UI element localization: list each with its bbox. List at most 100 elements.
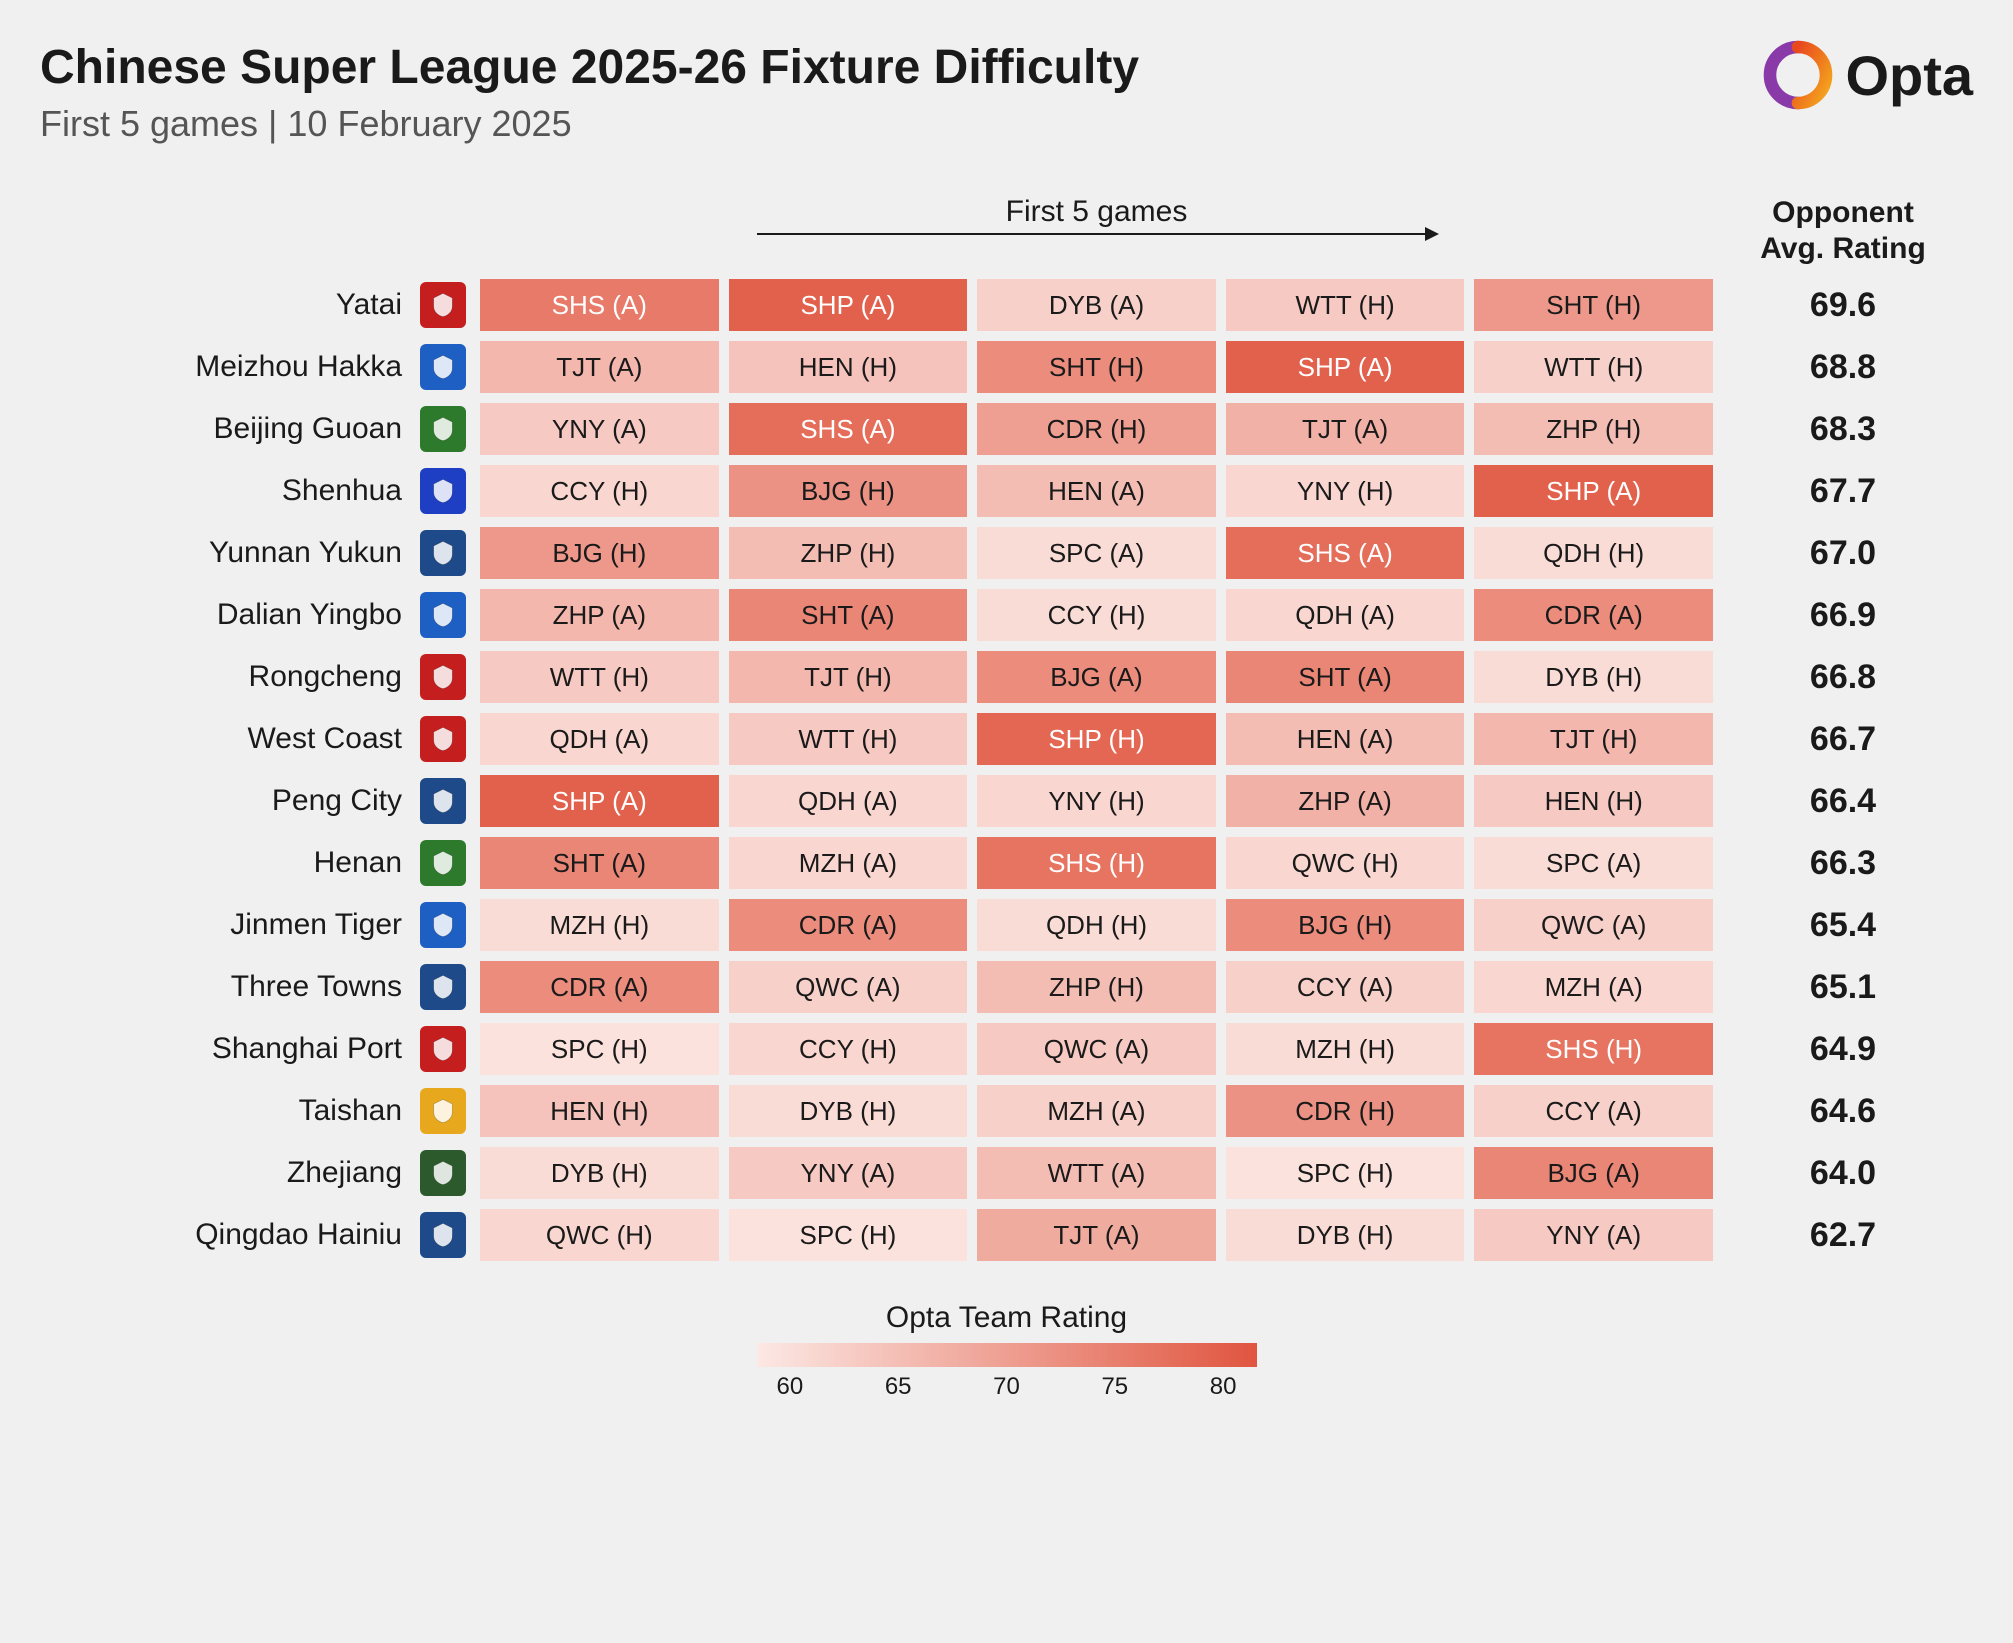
game-cell: HEN (H) <box>480 1085 719 1137</box>
header-text: Chinese Super League 2025-26 Fixture Dif… <box>40 40 1763 145</box>
opponent-avg-rating: 64.6 <box>1713 1092 1973 1131</box>
opponent-avg-rating: 67.0 <box>1713 534 1973 573</box>
opponent-avg-rating: 68.3 <box>1713 410 1973 449</box>
opponent-avg-rating: 66.9 <box>1713 596 1973 635</box>
opponent-avg-rating: 66.4 <box>1713 782 1973 821</box>
game-cell: MZH (H) <box>480 899 719 951</box>
games-header-label: First 5 games <box>1006 195 1188 229</box>
game-cell: TJT (A) <box>1226 403 1465 455</box>
legend-bar-wrap: 6065707580 <box>757 1343 1257 1401</box>
game-cell: MZH (A) <box>729 837 968 889</box>
team-name: Henan <box>40 846 420 880</box>
game-cell: QWC (H) <box>1226 837 1465 889</box>
column-headers: First 5 games Opponent Avg. Rating <box>40 195 1973 267</box>
game-cell: BJG (A) <box>1474 1147 1713 1199</box>
opponent-avg-rating: 64.9 <box>1713 1030 1973 1069</box>
game-cell: SHS (A) <box>729 403 968 455</box>
game-cell: QDH (A) <box>729 775 968 827</box>
game-cell: QWC (H) <box>480 1209 719 1261</box>
game-cell: CCY (A) <box>1474 1085 1713 1137</box>
legend-tick: 60 <box>777 1373 804 1401</box>
table-row: West CoastQDH (A)WTT (H)SHP (H)HEN (A)TJ… <box>40 713 1973 765</box>
games-cells: MZH (H)CDR (A)QDH (H)BJG (H)QWC (A) <box>480 899 1713 951</box>
table-row: HenanSHT (A)MZH (A)SHS (H)QWC (H)SPC (A)… <box>40 837 1973 889</box>
game-cell: HEN (H) <box>1474 775 1713 827</box>
table-row: Dalian Yingbo ZHP (A)SHT (A)CCY (H)QDH (A… <box>40 589 1973 641</box>
team-badge-icon <box>420 654 466 700</box>
game-cell: MZH (A) <box>1474 961 1713 1013</box>
table-row: YataiSHS (A)SHP (A)DYB (A)WTT (H)SHT (H)… <box>40 279 1973 331</box>
team-name: West Coast <box>40 722 420 756</box>
chart-container: Chinese Super League 2025-26 Fixture Dif… <box>40 40 1973 1401</box>
game-cell: TJT (A) <box>977 1209 1216 1261</box>
opponent-avg-rating: 65.4 <box>1713 906 1973 945</box>
game-cell: YNY (A) <box>1474 1209 1713 1261</box>
game-cell: WTT (A) <box>977 1147 1216 1199</box>
legend-ticks: 6065707580 <box>757 1373 1257 1401</box>
table-row: TaishanHEN (H)DYB (H)MZH (A)CDR (H)CCY (… <box>40 1085 1973 1137</box>
game-cell: QDH (A) <box>480 713 719 765</box>
games-cells: QWC (H)SPC (H)TJT (A)DYB (H)YNY (A) <box>480 1209 1713 1261</box>
table-row: Beijing GuoanYNY (A)SHS (A)CDR (H)TJT (A… <box>40 403 1973 455</box>
legend-tick: 70 <box>993 1373 1020 1401</box>
team-name: Three Towns <box>40 970 420 1004</box>
team-badge-icon <box>420 1088 466 1134</box>
game-cell: SPC (A) <box>1474 837 1713 889</box>
team-name: Dalian Yingbo <box>40 598 420 632</box>
team-name: Shanghai Port <box>40 1032 420 1066</box>
spacer <box>40 195 420 267</box>
games-cells: SHP (A)QDH (A)YNY (H)ZHP (A)HEN (H) <box>480 775 1713 827</box>
game-cell: SHP (A) <box>1226 341 1465 393</box>
game-cell: SHP (A) <box>480 775 719 827</box>
opponent-avg-rating: 66.7 <box>1713 720 1973 759</box>
games-cells: BJG (H)ZHP (H)SPC (A)SHS (A)QDH (H) <box>480 527 1713 579</box>
games-cells: HEN (H)DYB (H)MZH (A)CDR (H)CCY (A) <box>480 1085 1713 1137</box>
team-badge-icon <box>420 530 466 576</box>
team-badge-icon <box>420 840 466 886</box>
opponent-avg-rating: 66.3 <box>1713 844 1973 883</box>
games-cells: YNY (A)SHS (A)CDR (H)TJT (A)ZHP (H) <box>480 403 1713 455</box>
game-cell: WTT (H) <box>1226 279 1465 331</box>
game-cell: SPC (H) <box>729 1209 968 1261</box>
games-cells: ZHP (A)SHT (A)CCY (H)QDH (A)CDR (A) <box>480 589 1713 641</box>
game-cell: SHS (H) <box>1474 1023 1713 1075</box>
game-cell: HEN (A) <box>1226 713 1465 765</box>
chart-title: Chinese Super League 2025-26 Fixture Dif… <box>40 40 1763 95</box>
game-cell: YNY (H) <box>977 775 1216 827</box>
game-cell: YNY (A) <box>729 1147 968 1199</box>
game-cell: MZH (A) <box>977 1085 1216 1137</box>
game-cell: ZHP (H) <box>729 527 968 579</box>
legend: Opta Team Rating 6065707580 <box>40 1301 1973 1401</box>
table-row: ShenhuaCCY (H)BJG (H)HEN (A)YNY (H)SHP (… <box>40 465 1973 517</box>
opponent-avg-rating: 65.1 <box>1713 968 1973 1007</box>
game-cell: SHT (A) <box>1226 651 1465 703</box>
games-cells: SHS (A)SHP (A)DYB (A)WTT (H)SHT (H) <box>480 279 1713 331</box>
table-row: Meizhou HakkaTJT (A)HEN (H)SHT (H)SHP (A… <box>40 341 1973 393</box>
game-cell: YNY (H) <box>1226 465 1465 517</box>
game-cell: ZHP (H) <box>1474 403 1713 455</box>
game-cell: SHT (H) <box>977 341 1216 393</box>
games-cells: WTT (H)TJT (H)BJG (A)SHT (A)DYB (H) <box>480 651 1713 703</box>
team-name: Shenhua <box>40 474 420 508</box>
header: Chinese Super League 2025-26 Fixture Dif… <box>40 40 1973 145</box>
game-cell: DYB (H) <box>1474 651 1713 703</box>
games-arrow-icon <box>757 233 1437 235</box>
table-row: RongchengWTT (H)TJT (H)BJG (A)SHT (A)DYB… <box>40 651 1973 703</box>
team-name: Qingdao Hainiu <box>40 1218 420 1252</box>
table-row: Jinmen TigerMZH (H)CDR (A)QDH (H)BJG (H)… <box>40 899 1973 951</box>
game-cell: CCY (H) <box>729 1023 968 1075</box>
team-badge-icon <box>420 282 466 328</box>
team-badge-icon <box>420 406 466 452</box>
team-badge-icon <box>420 468 466 514</box>
game-cell: CDR (A) <box>729 899 968 951</box>
game-cell: WTT (H) <box>729 713 968 765</box>
game-cell: QDH (H) <box>1474 527 1713 579</box>
game-cell: MZH (H) <box>1226 1023 1465 1075</box>
heatmap-rows: YataiSHS (A)SHP (A)DYB (A)WTT (H)SHT (H)… <box>40 279 1973 1261</box>
game-cell: ZHP (H) <box>977 961 1216 1013</box>
table-row: Shanghai PortSPC (H)CCY (H)QWC (A)MZH (H… <box>40 1023 1973 1075</box>
game-cell: CDR (H) <box>1226 1085 1465 1137</box>
team-badge-icon <box>420 1026 466 1072</box>
table-row: Yunnan YukunBJG (H)ZHP (H)SPC (A)SHS (A)… <box>40 527 1973 579</box>
games-column-header: First 5 games <box>480 195 1713 267</box>
